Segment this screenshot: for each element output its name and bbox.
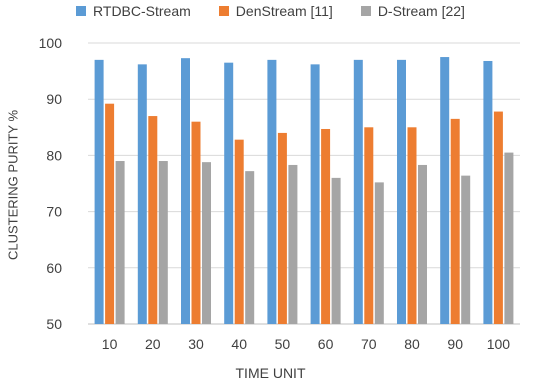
x-tick-label-40: 40	[231, 336, 247, 352]
bar-d-stream-22-70	[374, 182, 384, 324]
y-tick-label-50: 50	[46, 316, 62, 332]
bar-rtdbc-stream-20	[137, 64, 147, 324]
x-tick-label-10: 10	[102, 336, 118, 352]
bar-denstream-11-80	[407, 127, 417, 324]
y-tick-label-60: 60	[46, 260, 62, 276]
x-tick-label-70: 70	[361, 336, 377, 352]
bar-denstream-11-20	[148, 116, 158, 324]
x-tick-label-60: 60	[318, 336, 334, 352]
bar-denstream-11-30	[191, 121, 201, 325]
bar-rtdbc-stream-60	[310, 64, 320, 324]
y-tick-label-100: 100	[39, 35, 63, 51]
bar-denstream-11-10	[105, 103, 115, 324]
legend-swatch-rtdbc	[76, 6, 87, 16]
bar-rtdbc-stream-80	[397, 59, 406, 325]
bar-rtdbc-stream-90	[440, 57, 450, 325]
bar-d-stream-22-60	[331, 177, 341, 324]
legend-swatch-denstream	[218, 6, 229, 16]
y-tick-label-90: 90	[46, 91, 62, 107]
bar-rtdbc-stream-30	[181, 58, 190, 324]
bar-rtdbc-stream-50	[267, 59, 277, 325]
bar-d-stream-22-100	[504, 152, 514, 324]
legend-label-rtdbc: RTDBC-Stream	[93, 3, 191, 19]
x-tick-label-50: 50	[275, 336, 291, 352]
bar-rtdbc-stream-100	[483, 60, 493, 324]
y-tick-label-70: 70	[46, 204, 62, 220]
legend: RTDBC-Stream DenStream [11] D-Stream [22…	[0, 3, 541, 19]
bar-d-stream-22-40	[245, 171, 255, 324]
legend-item-rtdbc: RTDBC-Stream	[76, 3, 191, 19]
legend-label-dstream: D-Stream [22]	[377, 3, 465, 19]
bar-d-stream-22-10	[115, 161, 125, 324]
x-tick-label-80: 80	[404, 336, 420, 352]
bar-denstream-11-90	[450, 118, 460, 325]
x-tick-label-90: 90	[447, 336, 463, 352]
legend-item-dstream: D-Stream [22]	[360, 3, 465, 19]
bar-denstream-11-70	[364, 127, 374, 324]
legend-label-denstream: DenStream [11]	[235, 3, 333, 19]
bar-d-stream-22-80	[418, 164, 427, 324]
bar-d-stream-22-30	[202, 162, 211, 324]
bar-denstream-11-50	[277, 132, 287, 324]
bar-denstream-11-100	[493, 111, 503, 325]
bar-rtdbc-stream-40	[224, 62, 234, 325]
bar-denstream-11-40	[234, 139, 244, 324]
bar-rtdbc-stream-70	[353, 59, 363, 325]
x-tick-label-20: 20	[145, 336, 161, 352]
bar-d-stream-22-20	[158, 161, 168, 324]
bar-denstream-11-60	[321, 128, 331, 324]
bar-rtdbc-stream-10	[94, 59, 104, 325]
legend-item-denstream: DenStream [11]	[218, 3, 333, 19]
bar-d-stream-22-90	[461, 175, 471, 324]
x-tick-label-30: 30	[188, 336, 204, 352]
x-axis-label: TIME UNIT	[235, 365, 306, 381]
legend-swatch-dstream	[360, 6, 371, 16]
x-tick-label-100: 100	[487, 336, 511, 352]
bar-d-stream-22-50	[288, 164, 298, 324]
y-tick-label-80: 80	[46, 147, 62, 163]
